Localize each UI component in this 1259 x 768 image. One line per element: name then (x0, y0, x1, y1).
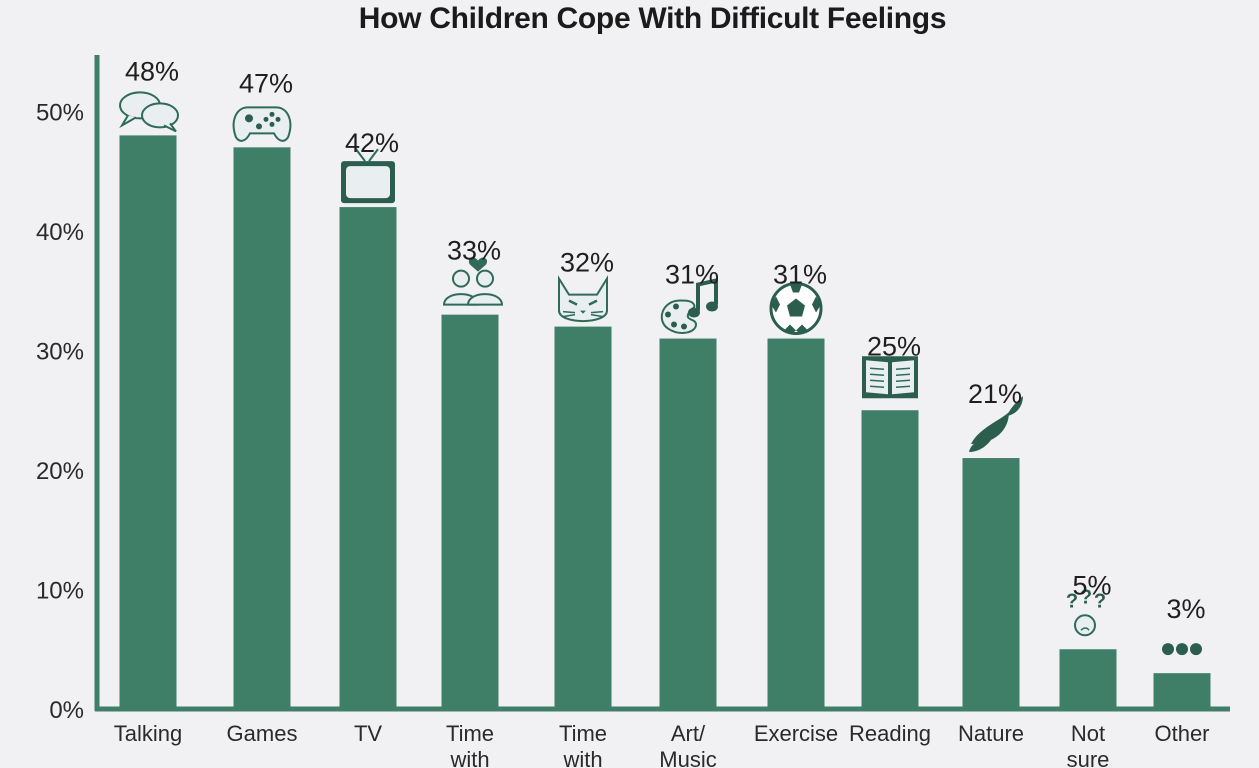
y-tick-label: 40% (36, 219, 84, 246)
x-tick-label: with (562, 747, 602, 768)
value-label: 32% (560, 248, 614, 278)
value-label: 21% (968, 379, 1022, 409)
x-tick-label: Time (559, 721, 607, 746)
game-controller-icon (232, 106, 292, 142)
y-tick-label: 20% (36, 458, 84, 485)
x-tick-label: Music (659, 747, 716, 768)
bar (962, 458, 1020, 709)
value-label: 42% (345, 128, 399, 158)
y-tick-label: 30% (36, 339, 84, 366)
x-tick-label: Games (227, 721, 298, 746)
cat-icon (558, 275, 608, 322)
bar (554, 326, 612, 709)
x-tick-label: sure (1067, 747, 1110, 768)
palette-music-icon (660, 278, 718, 334)
y-tick-label: 10% (36, 578, 84, 605)
speech-bubbles-icon (119, 91, 179, 133)
value-label: 33% (447, 236, 501, 266)
tv-icon (341, 148, 395, 204)
bar (1153, 673, 1211, 709)
x-tick-label: Time (446, 721, 494, 746)
question-face-icon: ??? (1066, 586, 1106, 637)
value-label: 48% (125, 56, 179, 86)
x-tick-label: with (449, 747, 489, 768)
leaves-icon (969, 396, 1023, 453)
value-label: 47% (239, 68, 293, 98)
bar (119, 135, 177, 709)
svg-text:?: ? (1066, 590, 1078, 612)
chart-title: How Children Cope With Difficult Feeling… (358, 2, 947, 35)
x-tick-label: Other (1154, 721, 1209, 746)
x-tick-label: TV (354, 721, 382, 746)
open-book-icon (862, 356, 918, 399)
y-tick-label: 0% (49, 697, 84, 724)
value-label: 31% (665, 260, 719, 290)
value-label: 5% (1072, 570, 1111, 600)
bar (767, 338, 825, 709)
x-tick-label: Talking (114, 721, 182, 746)
value-label: 25% (867, 331, 921, 361)
svg-text:?: ? (1080, 586, 1092, 608)
svg-text:?: ? (1094, 590, 1106, 612)
soccer-ball-icon (769, 282, 823, 336)
bar (339, 207, 397, 709)
y-tick-label: 50% (36, 100, 84, 127)
value-label: 3% (1166, 594, 1205, 624)
value-label: 31% (773, 260, 827, 290)
bar (441, 314, 499, 709)
x-tick-label: Nature (958, 721, 1024, 746)
friends-icon (442, 257, 504, 306)
bar (1059, 649, 1117, 709)
bar (861, 410, 919, 709)
bar (233, 147, 291, 710)
x-tick-label: Reading (849, 721, 931, 746)
ellipsis-icon (1162, 643, 1202, 656)
x-tick-label: Exercise (754, 721, 838, 746)
x-tick-label: Not (1071, 721, 1105, 746)
bar (659, 338, 717, 709)
x-tick-label: Art/ (671, 721, 706, 746)
